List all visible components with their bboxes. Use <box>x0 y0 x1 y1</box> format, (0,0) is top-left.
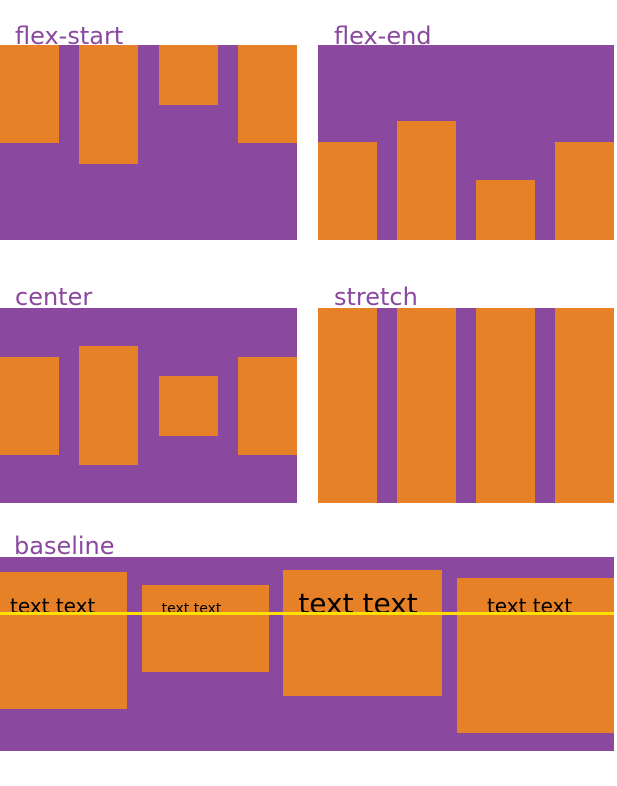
baseline-flex-item: text text <box>141 585 269 672</box>
flex-item <box>79 346 139 465</box>
flex-item <box>318 142 377 240</box>
panel-title-stretch: stretch <box>334 283 418 311</box>
flex-item <box>0 45 59 143</box>
flex-container-stretch <box>318 308 614 503</box>
flex-item <box>555 308 614 503</box>
flex-item <box>476 308 535 503</box>
flex-container-center <box>0 308 297 503</box>
flex-item <box>397 308 456 503</box>
flex-item <box>0 356 59 455</box>
flex-item <box>158 375 218 436</box>
flex-item <box>318 308 377 503</box>
flex-container-baseline: text text text text text text text text <box>0 557 614 751</box>
flex-item <box>397 121 456 240</box>
flex-container-flex-end <box>318 45 614 240</box>
flex-item <box>79 45 139 164</box>
flex-item <box>158 45 218 105</box>
flex-item <box>476 180 535 240</box>
panel-title-baseline: baseline <box>14 532 115 560</box>
baseline-flex-item: text text <box>283 570 443 696</box>
flex-item <box>237 45 297 143</box>
flex-item <box>237 356 297 455</box>
flex-container-flex-start <box>0 45 297 240</box>
flex-item <box>555 142 614 240</box>
baseline-flex-item: text text <box>456 578 614 733</box>
baseline-flex-item: text text <box>0 572 127 709</box>
panel-title-center: center <box>15 283 93 311</box>
baseline-rule-line <box>0 612 614 615</box>
